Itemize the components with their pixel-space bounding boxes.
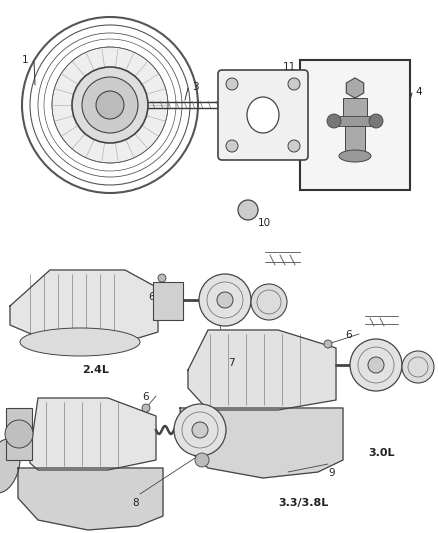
Polygon shape [30,398,156,470]
Polygon shape [10,270,158,342]
Circle shape [288,140,300,152]
Circle shape [52,47,168,163]
Text: 3.3/3.8L: 3.3/3.8L [278,498,328,508]
Text: 6: 6 [345,330,352,340]
Circle shape [402,351,434,383]
Polygon shape [188,330,336,410]
Circle shape [288,78,300,90]
Polygon shape [180,408,343,478]
Text: 9: 9 [328,468,335,478]
Text: 6: 6 [142,392,148,402]
Circle shape [238,200,258,220]
Circle shape [72,67,148,143]
Bar [343,98,367,118]
Circle shape [199,274,251,326]
Bar [6,408,32,460]
Circle shape [369,114,383,128]
Circle shape [226,78,238,90]
Text: 3: 3 [192,82,198,92]
Circle shape [350,339,402,391]
Ellipse shape [247,97,279,133]
Text: 7: 7 [228,358,235,368]
Bar [345,126,365,152]
Circle shape [142,404,150,412]
Ellipse shape [20,328,140,356]
FancyBboxPatch shape [218,70,308,160]
Circle shape [226,140,238,152]
Text: 2.4L: 2.4L [82,365,109,375]
Text: 11: 11 [283,62,296,72]
Circle shape [82,77,138,133]
Circle shape [158,274,166,282]
Text: 10: 10 [258,218,271,228]
Circle shape [324,340,332,348]
Circle shape [368,357,384,373]
Polygon shape [18,468,163,530]
Circle shape [327,114,341,128]
Circle shape [192,422,208,438]
Ellipse shape [0,439,20,493]
Circle shape [217,292,233,308]
Bar [333,116,377,126]
Circle shape [5,420,33,448]
Text: 3.0L: 3.0L [368,448,395,458]
Text: 8: 8 [132,498,138,508]
Circle shape [96,91,124,119]
Circle shape [174,404,226,456]
Text: 1: 1 [22,55,28,65]
Bar [300,60,410,190]
Text: 6: 6 [148,292,155,302]
Polygon shape [346,78,364,98]
Bar [153,282,183,320]
Circle shape [251,284,287,320]
Ellipse shape [339,150,371,162]
Text: 4: 4 [415,87,422,97]
Circle shape [195,453,209,467]
